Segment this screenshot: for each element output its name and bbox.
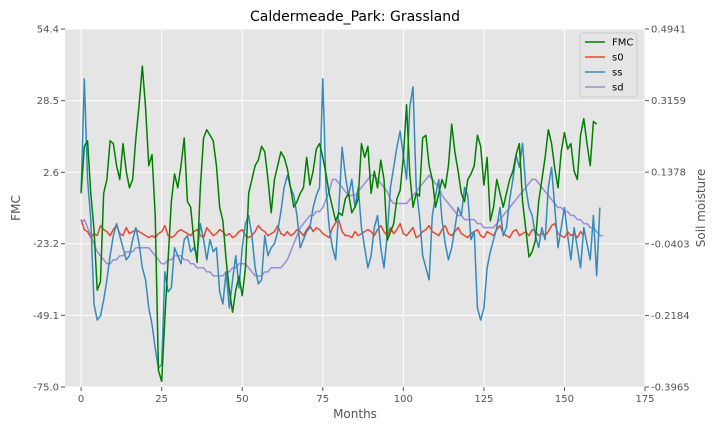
x-tick-label: 175 [635,394,654,405]
legend-label-s0: s0 [612,53,624,64]
y-tick-label: -23.2 [33,239,59,250]
legend-label-sd: sd [612,83,624,94]
y2-tick-label: 0.4941 [651,25,686,36]
series-line-ss [80,78,601,370]
y2-tick-label: 0.3159 [651,96,686,107]
x-tick-label: 150 [555,394,574,405]
x-tick-label: 100 [394,394,413,405]
y2-axis-label: Soil moisture [694,169,708,247]
legend: FMC s0 ss sd [579,32,638,98]
y2-tick-label: 0.1378 [651,168,686,179]
x-tick-label: 75 [316,394,329,405]
chart-title: Caldermeade_Park: Grassland [250,9,460,25]
series-line-fmc [80,65,598,383]
y2-tick-label: -0.0403 [651,239,690,250]
y-axis-ticks: -75.0 -49.1 -23.2 2.6 28.5 54.4 [33,25,65,394]
x-axis-label: Months [333,407,377,421]
x-tick-label: 125 [474,394,493,405]
y-tick-label: 54.4 [37,25,59,36]
y-tick-label: -49.1 [33,311,59,322]
y2-tick-label: -0.3965 [651,383,690,394]
series-line-s0 [80,219,585,239]
y-tick-label: 28.5 [37,96,59,107]
x-tick-label: 25 [155,394,168,405]
x-axis-ticks: 0 25 50 75 100 125 150 175 [78,387,655,405]
y2-axis-ticks: -0.3965 -0.2184 -0.0403 0.1378 0.3159 0.4941 [645,25,690,394]
legend-label-ss: ss [612,68,622,79]
series-layer [80,65,604,383]
x-tick-label: 0 [78,394,84,405]
y-axis-label: FMC [9,195,23,221]
y-tick-label: 2.6 [43,168,59,179]
x-tick-label: 50 [236,394,249,405]
legend-label-fmc: FMC [612,38,633,49]
legend-box [579,32,638,98]
y2-tick-label: -0.2184 [651,311,690,322]
y-tick-label: -75.0 [33,383,59,394]
